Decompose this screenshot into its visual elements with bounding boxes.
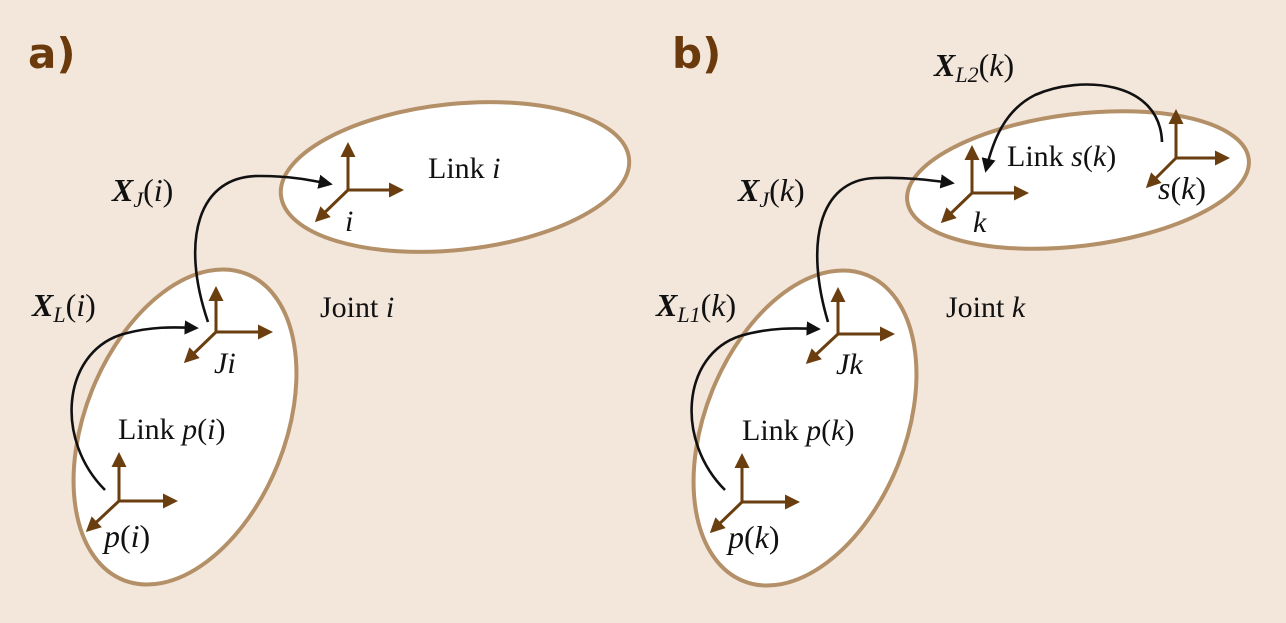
link-p-k-ellipse [691,268,919,588]
panel-a-label: a) [28,29,76,78]
xl2-k-arrow [981,83,1164,173]
panel-b: b) k s(k) Jk p(k) [655,29,1251,588]
xl2-k-label: XL2(k) [933,47,1014,87]
frame-s-k-axes [1145,109,1230,189]
frame-p-i-axes [85,452,178,533]
frame-p-i-label: p(i) [102,518,150,554]
frame-k-label: k [973,206,987,239]
xj-k-label: XJ(k) [737,172,805,212]
panel-b-label: b) [672,29,721,78]
xl-i-label: XL(i) [31,287,96,327]
link-p-k-label: Link p(k) [742,414,855,447]
xl1-k-arrow [690,321,821,491]
xl1-k-label: XL1(k) [655,287,736,327]
frame-i-label: i [345,205,353,238]
xj-i-label: XJ(i) [111,172,173,212]
frame-jk-label: Jk [836,348,863,381]
xj-k-arrow [815,174,955,323]
frame-k-axes [940,145,1029,224]
joint-i-label: Joint i [320,291,394,324]
frame-jk-axes [805,287,895,365]
xj-i-arrow [193,174,333,323]
link-p-i-ellipse [71,267,299,587]
frame-i-axes [314,142,404,223]
link-s-k-label: Link s(k) [1007,140,1116,173]
xl-i-arrow [70,320,199,491]
joint-k-label: Joint k [946,291,1026,324]
frame-p-k-axes [709,453,800,534]
panel-a: a) i Ji p(i) Link i Joint i Link p(i) [28,29,632,587]
link-i-label: Link i [428,152,501,185]
frame-ji-label: Ji [214,347,236,380]
frame-ji-axes [183,286,273,364]
link-i-ellipse [278,100,632,254]
frame-p-k-label: p(k) [726,519,780,555]
frame-s-k-label: s(k) [1158,170,1206,206]
link-p-i-label: Link p(i) [118,413,226,446]
